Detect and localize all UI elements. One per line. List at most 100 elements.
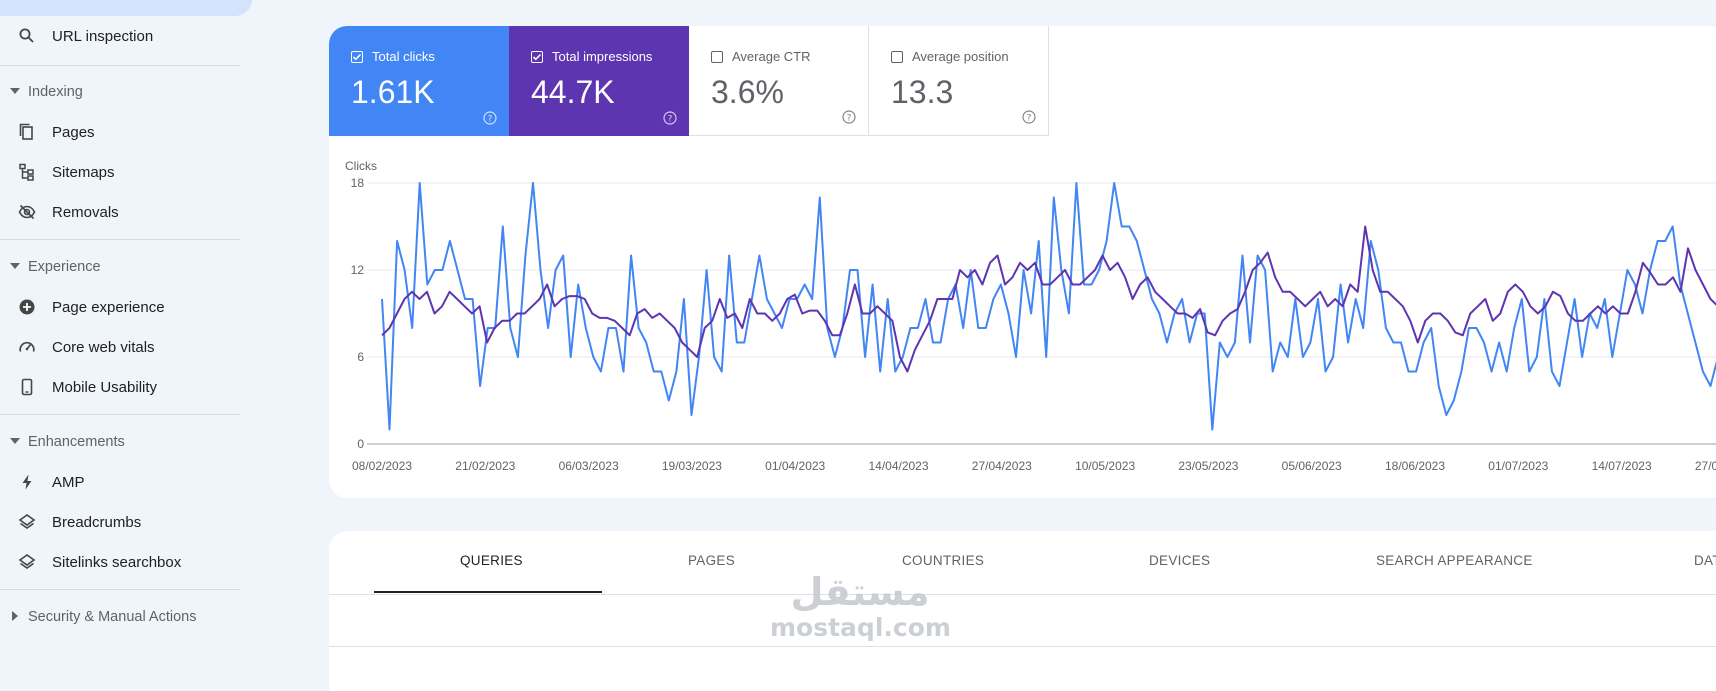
metric-average-ctr[interactable]: Average CTR 3.6% ? [689, 26, 869, 136]
sidebar: URL inspection Indexing Pages Sitemaps R… [0, 0, 300, 666]
performance-card: Total clicks 1.61K ? Total impressions 4… [329, 26, 1716, 498]
help-icon[interactable]: ? [1022, 110, 1036, 124]
x-tick-label: 27/07/2023 [1695, 459, 1716, 473]
metric-total-impressions[interactable]: Total impressions 44.7K ? [509, 26, 689, 136]
sidebar-item-label: Breadcrumbs [52, 514, 142, 531]
checkbox-unchecked-icon[interactable] [891, 51, 903, 63]
x-tick-label: 23/05/2023 [1178, 459, 1238, 473]
divider [329, 594, 1716, 595]
sidebar-item-label: Removals [52, 204, 119, 221]
y-tick-label: 12 [351, 263, 365, 277]
tab-queries[interactable]: QUERIES [460, 553, 523, 568]
metric-value: 13.3 [891, 74, 954, 110]
section-indexing[interactable]: Indexing [0, 79, 240, 105]
chevron-down-icon [10, 263, 20, 269]
checkbox-unchecked-icon[interactable] [711, 51, 723, 63]
sidebar-item-label: AMP [52, 474, 85, 491]
tab-dates[interactable]: DATES [1694, 553, 1716, 568]
sidebar-item-amp[interactable]: AMP [0, 464, 250, 500]
watermark: مستقل mostaql.com [770, 570, 951, 642]
sidebar-item-label: Pages [52, 124, 95, 141]
watermark-latin: mostaql.com [770, 613, 951, 642]
sidebar-item-sitelinks-searchbox[interactable]: Sitelinks searchbox [0, 544, 250, 580]
x-tick-label: 18/06/2023 [1385, 459, 1445, 473]
svg-text:?: ? [1027, 113, 1032, 123]
speed-gauge-icon [19, 341, 35, 352]
series-line-impressions [381, 225, 1716, 373]
x-tick-label: 14/04/2023 [868, 459, 928, 473]
y-tick-label: 6 [357, 350, 364, 364]
metric-label: Total clicks [372, 49, 435, 64]
sidebar-item-removals[interactable]: Removals [0, 194, 250, 230]
x-axis-ticks: 08/02/2023 21/02/2023 06/03/2023 19/03/2023… [352, 459, 1716, 473]
sidebar-item-label: Sitelinks searchbox [52, 554, 182, 571]
help-icon[interactable]: ? [483, 111, 497, 125]
layers-icon [18, 514, 36, 529]
help-icon[interactable]: ? [842, 110, 856, 124]
chevron-down-icon [10, 88, 20, 94]
svg-text:?: ? [847, 113, 852, 123]
y-axis-ticks: 0 6 12 18 [351, 176, 365, 451]
tab-devices[interactable]: DEVICES [1149, 553, 1211, 568]
y-tick-label: 0 [357, 437, 364, 451]
metric-total-clicks[interactable]: Total clicks 1.61K ? [329, 26, 509, 136]
metric-value: 1.61K [351, 74, 435, 110]
series-line-clicks [381, 182, 1716, 431]
section-security-manual-actions[interactable]: Security & Manual Actions [0, 604, 240, 630]
performance-chart: Clicks 0 6 12 18 08/02/2023 21/02/2023 06/03/… [345, 159, 1716, 473]
section-enhancements[interactable]: Enhancements [0, 429, 240, 455]
section-experience[interactable]: Experience [0, 254, 240, 280]
sidebar-item-pages[interactable]: Pages [0, 114, 250, 150]
metric-label: Total impressions [552, 49, 653, 64]
tab-search-appearance[interactable]: SEARCH APPEARANCE [1376, 553, 1533, 568]
x-tick-label: 01/04/2023 [765, 459, 825, 473]
metric-average-position[interactable]: Average position 13.3 ? [869, 26, 1049, 136]
checkbox-checked-icon[interactable] [531, 51, 543, 63]
watermark-arabic: مستقل [790, 570, 930, 614]
y-tick-label: 18 [351, 176, 365, 190]
bolt-icon [22, 474, 32, 490]
pages-icon [19, 123, 33, 140]
svg-text:?: ? [668, 114, 673, 124]
phone-icon [21, 378, 33, 396]
chevron-down-icon [10, 438, 20, 444]
x-tick-label: 21/02/2023 [455, 459, 515, 473]
y-axis-label: Clicks [345, 159, 377, 173]
x-tick-label: 27/04/2023 [972, 459, 1032, 473]
metric-value: 3.6% [711, 74, 784, 110]
checkbox-checked-icon[interactable] [351, 51, 363, 63]
sidebar-item-label: Sitemaps [52, 164, 115, 181]
x-tick-label: 10/05/2023 [1075, 459, 1135, 473]
x-tick-label: 06/03/2023 [559, 459, 619, 473]
sidebar-item-core-web-vitals[interactable]: Core web vitals [0, 329, 250, 365]
section-label: Indexing [28, 84, 83, 100]
x-tick-label: 19/03/2023 [662, 459, 722, 473]
sidebar-item-breadcrumbs[interactable]: Breadcrumbs [0, 504, 250, 540]
help-icon[interactable]: ? [663, 111, 677, 125]
divider [0, 65, 240, 66]
divider [0, 589, 240, 590]
sidebar-item-label: Page experience [52, 299, 165, 316]
x-tick-label: 05/06/2023 [1282, 459, 1342, 473]
x-tick-label: 14/07/2023 [1592, 459, 1652, 473]
sidebar-item-performance[interactable] [0, 0, 252, 16]
sidebar-item-mobile-usability[interactable]: Mobile Usability [0, 369, 250, 405]
x-tick-label: 01/07/2023 [1488, 459, 1548, 473]
x-tick-label: 08/02/2023 [352, 459, 412, 473]
visibility-off-icon [18, 204, 36, 220]
chart-gridlines [367, 182, 1716, 445]
active-tab-indicator [374, 591, 602, 593]
sidebar-item-label: Mobile Usability [52, 379, 158, 396]
search-icon [19, 28, 34, 43]
tab-countries[interactable]: COUNTRIES [902, 553, 985, 568]
tab-pages[interactable]: PAGES [688, 553, 736, 568]
sidebar-item-page-experience[interactable]: Page experience [0, 289, 250, 325]
chart-series [381, 182, 1716, 431]
dimension-tabs-card: QUERIES PAGES COUNTRIES DEVICES SEARCH A… [329, 531, 1716, 691]
sidebar-item-url-inspection[interactable]: URL inspection [0, 18, 250, 54]
section-label: Security & Manual Actions [28, 609, 197, 625]
sidebar-item-sitemaps[interactable]: Sitemaps [0, 154, 250, 190]
section-label: Enhancements [28, 434, 125, 450]
chevron-right-icon [12, 611, 18, 621]
metric-label: Average CTR [732, 49, 811, 64]
